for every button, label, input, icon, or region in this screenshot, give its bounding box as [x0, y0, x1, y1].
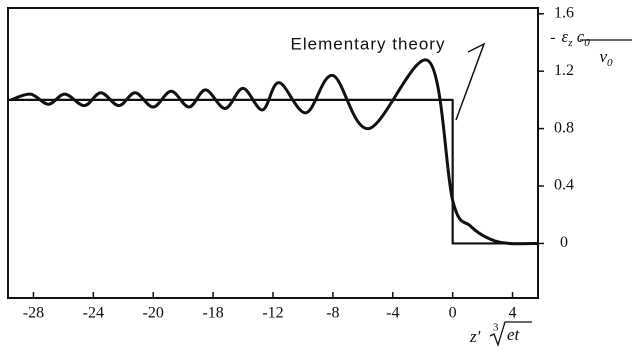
annotation-leader: [455, 42, 486, 121]
x-axis-label-radicand: et: [507, 325, 521, 344]
y-tick-label: 0.8: [554, 119, 574, 136]
y-tick-label: 0.4: [554, 177, 574, 194]
x-tick-label: -28: [23, 305, 44, 322]
step-line: [8, 98, 538, 245]
x-tick-label: -18: [202, 305, 223, 322]
x-tick-label: 0: [449, 305, 457, 322]
x-axis-label-root-index: 3: [493, 322, 499, 334]
x-tick-label: 4: [509, 305, 517, 322]
annotation: Elementary theory: [291, 34, 446, 53]
curve-line: [10, 58, 539, 246]
x-tick-label: -8: [326, 305, 339, 322]
y-tick-label: 0: [560, 234, 568, 251]
radical-sign: [489, 321, 532, 348]
y-label-part: ε: [562, 27, 569, 46]
x-tick-label: -24: [83, 305, 104, 322]
y-label-part: 0: [607, 57, 613, 69]
plot-frame: [7, 7, 539, 299]
y-label-part: v: [599, 47, 607, 66]
x-tick-label: -12: [262, 305, 283, 322]
x-tick-label: -4: [386, 305, 399, 322]
y-label-part: c: [573, 27, 585, 46]
y-tick-label: 1.2: [554, 62, 574, 79]
y-tick-label: 1.6: [554, 4, 574, 21]
y-label-sign: -: [550, 29, 555, 46]
y-axis-label-denominator: v0: [599, 47, 613, 69]
y-label-part: 0: [584, 37, 590, 49]
x-tick-label: -20: [143, 305, 164, 322]
x-axis-label: z': [469, 327, 481, 346]
y-axis-label: - εz c0: [550, 27, 590, 49]
y-label-part: z: [567, 37, 573, 49]
